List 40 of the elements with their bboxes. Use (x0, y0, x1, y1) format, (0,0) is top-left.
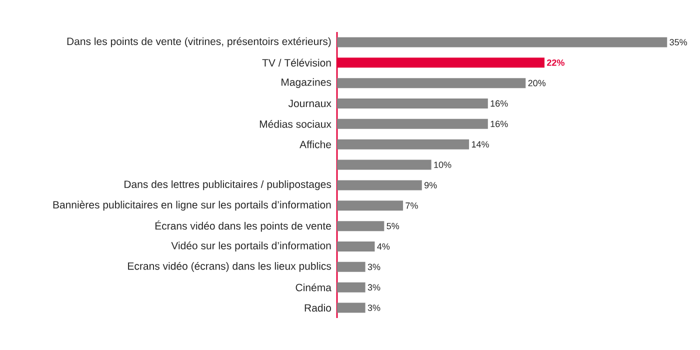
data-label: 9% (424, 182, 437, 188)
y-tick-label: Journaux (288, 100, 332, 108)
data-label: 14% (472, 141, 489, 148)
bar (337, 200, 404, 211)
y-tick-label: TV / Télévision (262, 58, 331, 67)
bar (337, 78, 526, 88)
bar (337, 160, 432, 170)
y-tick-label: Dans des lettres publicitaires / publipostages (124, 180, 332, 190)
bar (337, 118, 488, 129)
bar (337, 262, 366, 272)
y-tick-label: Vidéo sur les portails d’information (171, 242, 331, 252)
y-tick-label: Bannières publicitaires en ligne sur les portails d’information (53, 200, 331, 211)
data-label: 7% (406, 202, 418, 209)
y-tick-label: Ecrans vidéo (écrans) dans les lieux publics (128, 262, 332, 272)
y-tick-label: Affiche (300, 140, 331, 148)
bar (337, 98, 488, 108)
bar (337, 180, 422, 190)
y-tick-label: Radio (304, 304, 332, 312)
data-label: 16% (490, 100, 508, 107)
bar (337, 221, 384, 232)
data-label: 5% (386, 222, 400, 230)
y-tick-label: Magazines (282, 78, 332, 88)
data-label: 3% (368, 304, 380, 311)
y-tick-label: Écrans vidéo dans les points de vente (155, 220, 331, 232)
y-tick-label: Dans les points de vente (vitrines, présentoirs extérieurs) (67, 37, 331, 48)
data-label: 4% (377, 243, 390, 250)
bar (337, 37, 668, 48)
data-label: 3% (368, 264, 380, 270)
data-label: 16% (490, 120, 508, 128)
y-tick-label: Médias sociaux (260, 120, 332, 128)
bar (337, 282, 366, 292)
data-label: 10% (434, 162, 452, 168)
data-label: 20% (528, 80, 546, 86)
bar (337, 242, 375, 252)
data-label: 35% (670, 39, 687, 46)
data-label: 22% (547, 59, 564, 66)
bar (337, 139, 470, 150)
y-tick-label: Cinéma (296, 283, 332, 292)
data-label: 3% (368, 284, 380, 291)
bar (337, 302, 366, 313)
